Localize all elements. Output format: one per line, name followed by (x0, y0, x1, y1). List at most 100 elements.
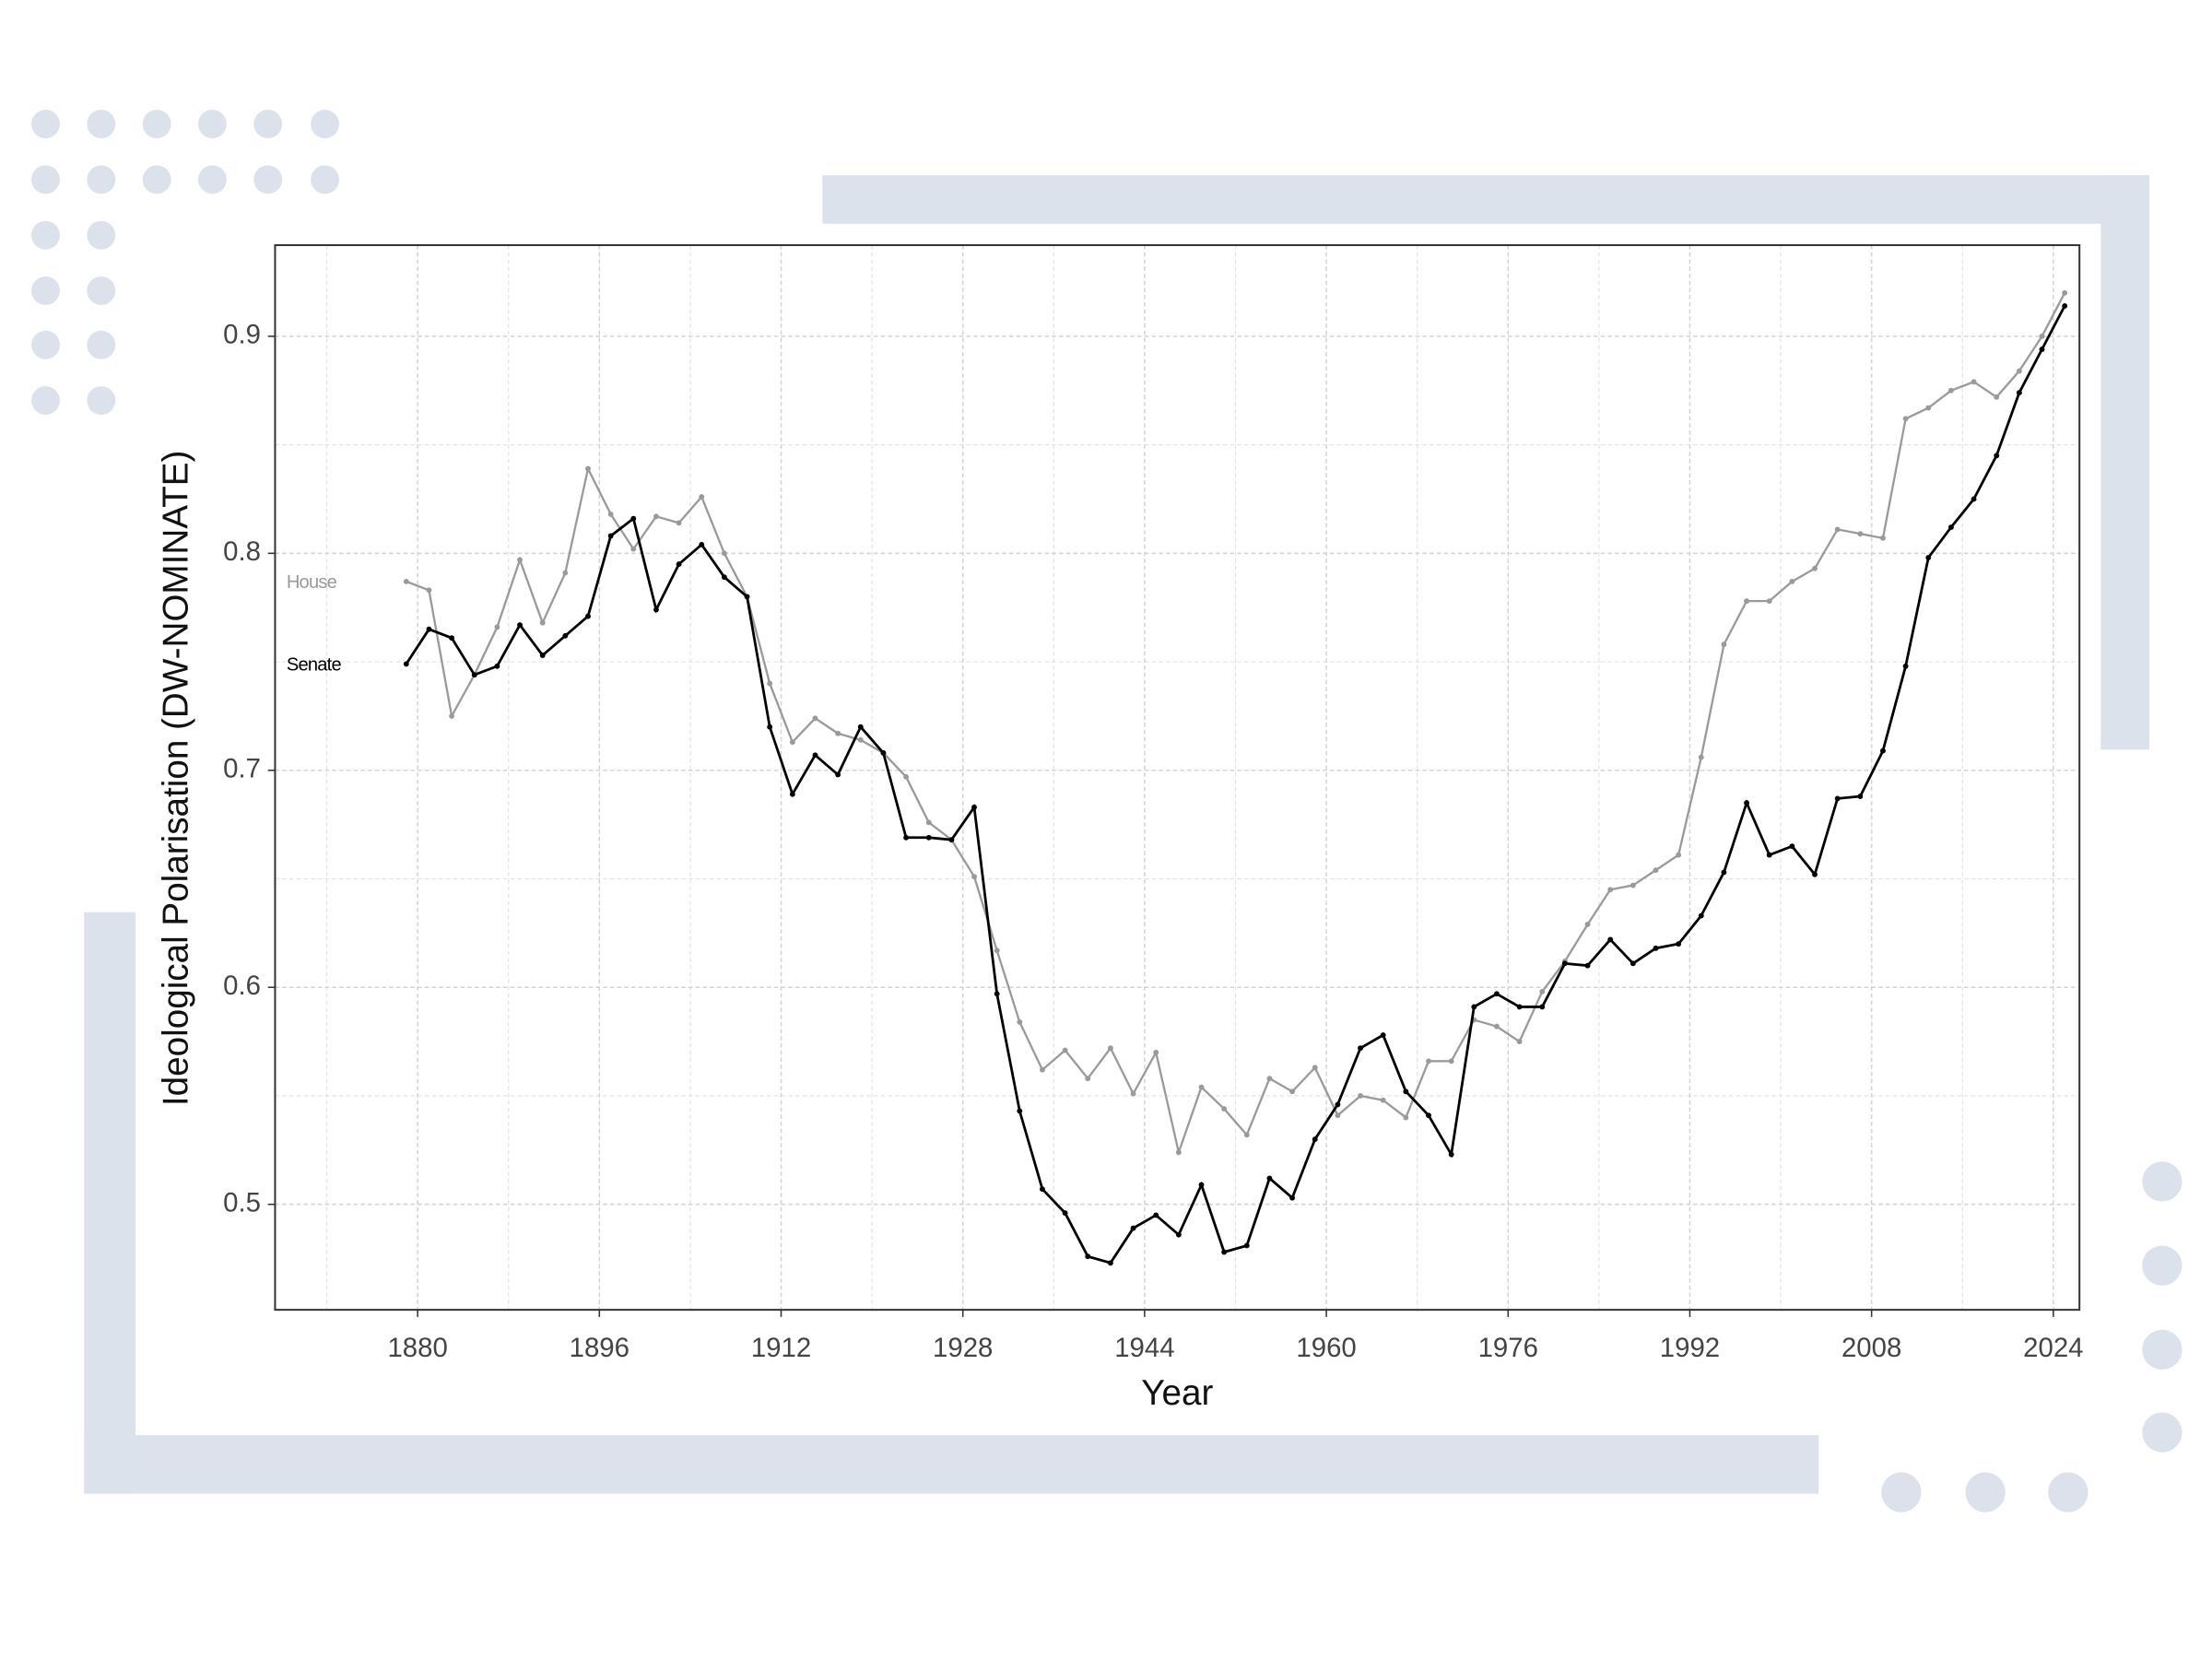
data-point (1312, 1065, 1318, 1071)
deco-dot (311, 165, 340, 194)
data-point (1902, 663, 1909, 669)
data-point (539, 653, 546, 658)
data-point (1880, 535, 1886, 541)
data-point (449, 635, 455, 641)
x-tick-label: 1992 (1660, 1333, 1720, 1363)
data-point (1221, 1106, 1228, 1112)
deco-dot (2142, 1412, 2183, 1453)
data-point (1017, 1018, 1023, 1025)
data-point (2039, 347, 2045, 352)
data-point (2062, 302, 2068, 309)
data-point (1676, 852, 1682, 858)
data-point (1857, 531, 1864, 537)
data-point (1198, 1182, 1205, 1188)
data-point (607, 512, 614, 517)
data-point (2016, 390, 2022, 396)
data-point (1789, 843, 1795, 850)
data-point (1857, 794, 1864, 799)
data-point (903, 773, 910, 780)
x-tick-label: 2024 (2023, 1333, 2083, 1363)
x-tick-label: 1896 (570, 1333, 629, 1363)
data-point (1494, 1023, 1500, 1030)
data-point (857, 736, 864, 743)
data-point (1994, 453, 2000, 459)
data-point (2016, 368, 2022, 374)
data-point (1062, 1047, 1068, 1053)
data-point (1289, 1194, 1296, 1201)
deco-dot (197, 110, 227, 138)
deco-dot (253, 165, 283, 194)
data-point (1653, 867, 1659, 874)
data-point (1312, 1136, 1318, 1143)
x-tick-label: 1944 (1114, 1333, 1174, 1363)
data-point (653, 606, 659, 613)
data-point (2039, 333, 2045, 339)
data: House Senate (287, 289, 2068, 1266)
data-point (1289, 1088, 1296, 1095)
data-point (676, 561, 682, 568)
data-point (1789, 579, 1795, 584)
deco-dot (31, 330, 60, 359)
data-point (1266, 1175, 1273, 1182)
plot-background (275, 244, 2080, 1311)
data-point (925, 834, 932, 841)
data-point (1744, 800, 1750, 806)
data-point (1698, 912, 1704, 919)
data-point (812, 715, 818, 722)
data-point (630, 546, 637, 552)
data-point (1403, 1088, 1409, 1095)
deco-dot (253, 110, 283, 138)
data-point (1243, 1132, 1250, 1138)
deco-dot (2142, 1245, 2183, 1286)
data-point (1516, 1004, 1523, 1010)
data-point (1335, 1101, 1341, 1108)
grid (275, 244, 2080, 1311)
ticks: 1880 1896 1912 1928 1944 1960 1976 1992 2008 2024… (223, 320, 2083, 1364)
deco-dot (2048, 1472, 2088, 1512)
data-point (1380, 1032, 1386, 1038)
data-point (1221, 1249, 1228, 1255)
data-point (767, 724, 773, 730)
data-point (721, 574, 727, 581)
series-label: House (287, 572, 337, 593)
data-point (471, 672, 477, 678)
data-point (857, 724, 864, 730)
deco-dot (87, 386, 116, 415)
deco-dot (87, 330, 116, 359)
data-point (1925, 555, 1932, 560)
deco-dot (142, 165, 171, 194)
data-point (1971, 496, 1977, 502)
plot-border (274, 243, 2081, 1312)
x-tick-label: 1912 (751, 1333, 811, 1363)
data-point (971, 804, 977, 810)
deco-dot (2142, 1161, 2183, 1202)
y-axis-title: Ideological Polarisation (DW-NOMINATE) (157, 451, 196, 1106)
data-point (1834, 795, 1841, 802)
data-point (699, 494, 705, 500)
data-point (1630, 960, 1636, 967)
data-point (1630, 882, 1636, 888)
data-point (699, 541, 705, 547)
data-point (1812, 871, 1818, 877)
data-point (1130, 1225, 1136, 1231)
decoration (31, 110, 2183, 1512)
data-point (630, 515, 637, 522)
data-point (2062, 289, 2068, 296)
data-point (835, 771, 841, 778)
data-point (1607, 936, 1614, 943)
data-point (721, 550, 727, 557)
data-point (994, 991, 1000, 997)
x-tick-label: 1960 (1296, 1333, 1356, 1363)
y-tick-label: 0.5 (223, 1187, 261, 1218)
x-tick-label: 1928 (933, 1333, 993, 1363)
data-point (494, 663, 500, 669)
data-point (1358, 1045, 1363, 1052)
deco-dot (87, 165, 116, 194)
x-axis-title: Year (1141, 1373, 1213, 1413)
data-point (1471, 1004, 1477, 1010)
y-tick-label: 0.9 (223, 320, 261, 350)
x-tick-label: 2008 (1841, 1333, 1901, 1363)
data-point (1335, 1112, 1341, 1119)
data-point (562, 632, 569, 639)
